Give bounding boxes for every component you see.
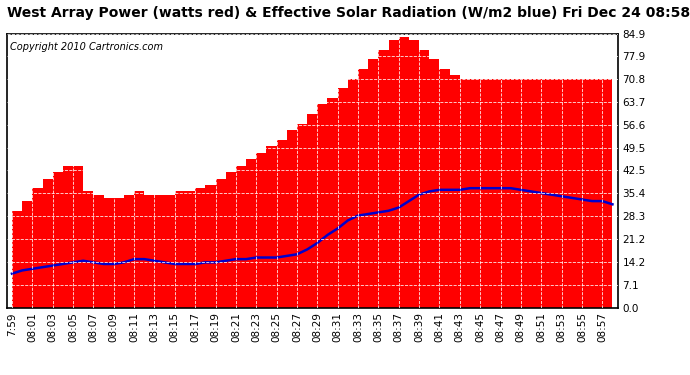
Text: Copyright 2010 Cartronics.com: Copyright 2010 Cartronics.com [10, 42, 163, 52]
Text: West Array Power (watts red) & Effective Solar Radiation (W/m2 blue) Fri Dec 24 : West Array Power (watts red) & Effective… [7, 6, 690, 20]
